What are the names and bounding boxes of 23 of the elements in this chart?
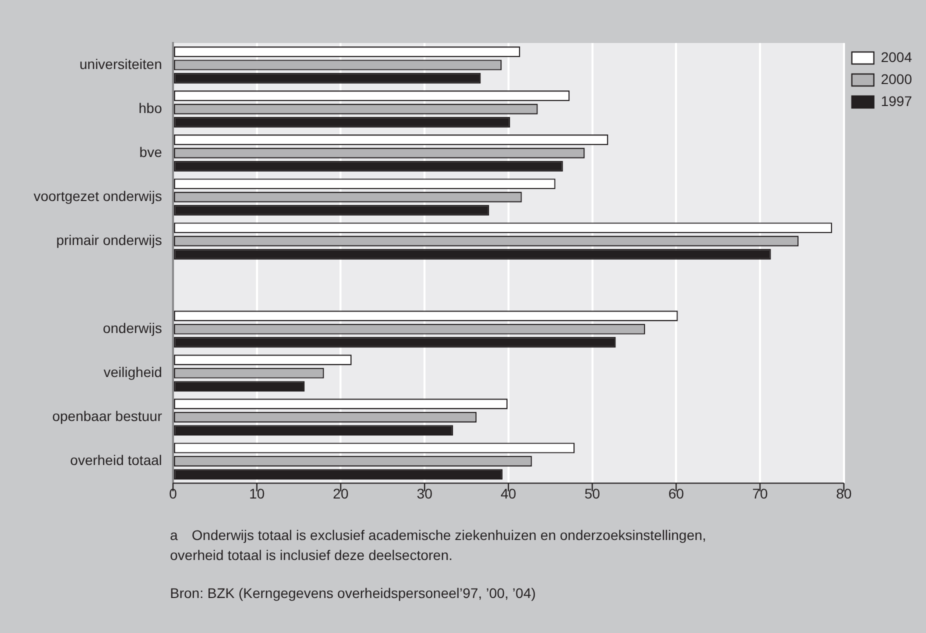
text: a Onderwijs totaal is exclusief academische ziekenhuizen en onderzoeksinstellingen, overheid totaal is inclusief deze deelsectoren. — [170, 526, 708, 565]
x-tick-label: 0 — [169, 485, 178, 502]
x-tick-label: 50 — [584, 485, 600, 502]
y-tick-label: bve — [139, 144, 162, 160]
x-tick-label: 40 — [500, 485, 516, 502]
legend-label: 1997 — [880, 92, 912, 109]
y-tick-label: voortgezet onderwijs — [34, 188, 162, 204]
x-tick-label: 20 — [332, 485, 349, 502]
y-tick-label: universiteiten — [80, 56, 162, 72]
x-tick-label: 70 — [752, 485, 768, 502]
legend-label: 2004 — [880, 48, 912, 65]
text: Bron: BZK (Kerngegevens overheidspersoneel’97, ’00, ’04) — [170, 584, 537, 603]
y-tick-label: onderwijs — [102, 320, 162, 336]
y-tick-label: veiligheid — [104, 364, 162, 380]
y-tick-label: overheid totaal — [70, 452, 162, 468]
x-tick-label: 80 — [836, 485, 852, 502]
x-tick-label: 10 — [249, 485, 265, 502]
y-tick-label: primair onderwijs — [56, 232, 162, 248]
legend-label: 2000 — [880, 70, 912, 87]
y-tick-label: hbo — [138, 100, 162, 116]
x-tick-label: 30 — [416, 485, 433, 502]
y-tick-label: openbaar bestuur — [52, 408, 162, 424]
x-tick-label: 60 — [668, 485, 684, 502]
